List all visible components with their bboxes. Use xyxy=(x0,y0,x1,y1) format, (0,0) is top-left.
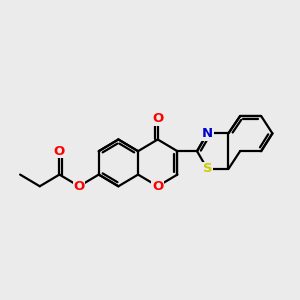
Text: O: O xyxy=(152,112,163,125)
Text: O: O xyxy=(54,145,65,158)
Text: N: N xyxy=(202,127,213,140)
Text: S: S xyxy=(202,163,212,176)
Text: O: O xyxy=(74,180,85,193)
Text: O: O xyxy=(152,180,163,193)
